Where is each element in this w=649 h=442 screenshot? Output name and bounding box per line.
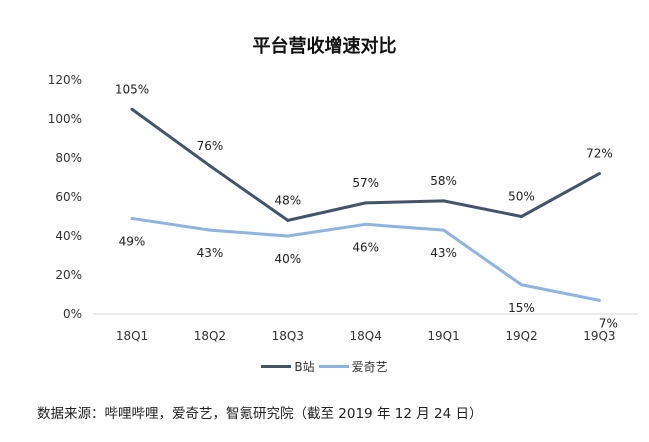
data-point bbox=[442, 199, 446, 203]
legend-item-bilibili[interactable]: B站 bbox=[261, 358, 315, 375]
x-tick-label: 19Q3 bbox=[583, 329, 615, 343]
x-tick-label: 18Q1 bbox=[116, 329, 148, 343]
data-point bbox=[520, 283, 523, 287]
data-point bbox=[130, 216, 134, 220]
data-point bbox=[442, 228, 446, 232]
data-label: 46% bbox=[352, 240, 379, 254]
data-label: 40% bbox=[274, 252, 301, 266]
data-point bbox=[364, 222, 368, 226]
data-point bbox=[286, 234, 290, 238]
data-label: 49% bbox=[119, 234, 146, 248]
data-label: 43% bbox=[430, 246, 457, 260]
data-point bbox=[520, 215, 523, 218]
data-point bbox=[364, 201, 368, 205]
x-tick-label: 18Q2 bbox=[194, 329, 226, 343]
x-tick-label: 18Q3 bbox=[272, 329, 304, 343]
data-point bbox=[208, 164, 212, 168]
legend-swatch-bilibili bbox=[261, 365, 292, 368]
y-tick-label: 80% bbox=[55, 151, 82, 165]
data-label: 57% bbox=[352, 176, 379, 190]
data-label: 50% bbox=[508, 190, 535, 204]
y-tick-label: 60% bbox=[55, 190, 82, 204]
y-tick-label: 100% bbox=[48, 112, 82, 126]
data-label: 15% bbox=[508, 301, 535, 315]
y-tick-label: 40% bbox=[55, 229, 82, 243]
x-tick-label: 19Q2 bbox=[505, 329, 537, 343]
data-label: 7% bbox=[599, 316, 618, 330]
data-point bbox=[597, 172, 601, 176]
legend-swatch-iqiyi bbox=[318, 365, 349, 368]
line-chart: 0% 20% 40% 60% 80% 100% 120% 18Q1 18Q2 18Q3 18Q4 19… bbox=[48, 73, 638, 343]
data-point bbox=[597, 298, 601, 302]
y-tick-label: 20% bbox=[55, 268, 82, 282]
y-tick-label: 0% bbox=[63, 307, 82, 321]
data-point bbox=[208, 228, 212, 232]
data-label: 58% bbox=[430, 174, 457, 188]
legend-label-iqiyi: 爱奇艺 bbox=[351, 360, 388, 374]
data-label: 76% bbox=[197, 139, 224, 153]
legend: B站 爱奇艺 bbox=[0, 358, 649, 375]
chart-title: 平台营收增速对比 bbox=[252, 36, 397, 57]
y-tick-label: 120% bbox=[48, 73, 82, 87]
legend-item-iqiyi[interactable]: 爱奇艺 bbox=[318, 358, 388, 375]
legend-label-bilibili: B站 bbox=[294, 360, 315, 374]
x-tick-label: 19Q1 bbox=[427, 329, 459, 343]
data-point bbox=[286, 218, 290, 222]
data-label: 43% bbox=[197, 246, 224, 260]
data-label: 48% bbox=[274, 193, 301, 207]
source-note: 数据来源：哔哩哔哩，爱奇艺，智氪研究院（截至 2019 年 12 月 24 日） bbox=[37, 406, 483, 422]
x-tick-label: 18Q4 bbox=[350, 329, 382, 343]
data-point bbox=[130, 107, 134, 111]
data-label: 72% bbox=[586, 147, 613, 161]
data-label: 105% bbox=[115, 82, 149, 96]
